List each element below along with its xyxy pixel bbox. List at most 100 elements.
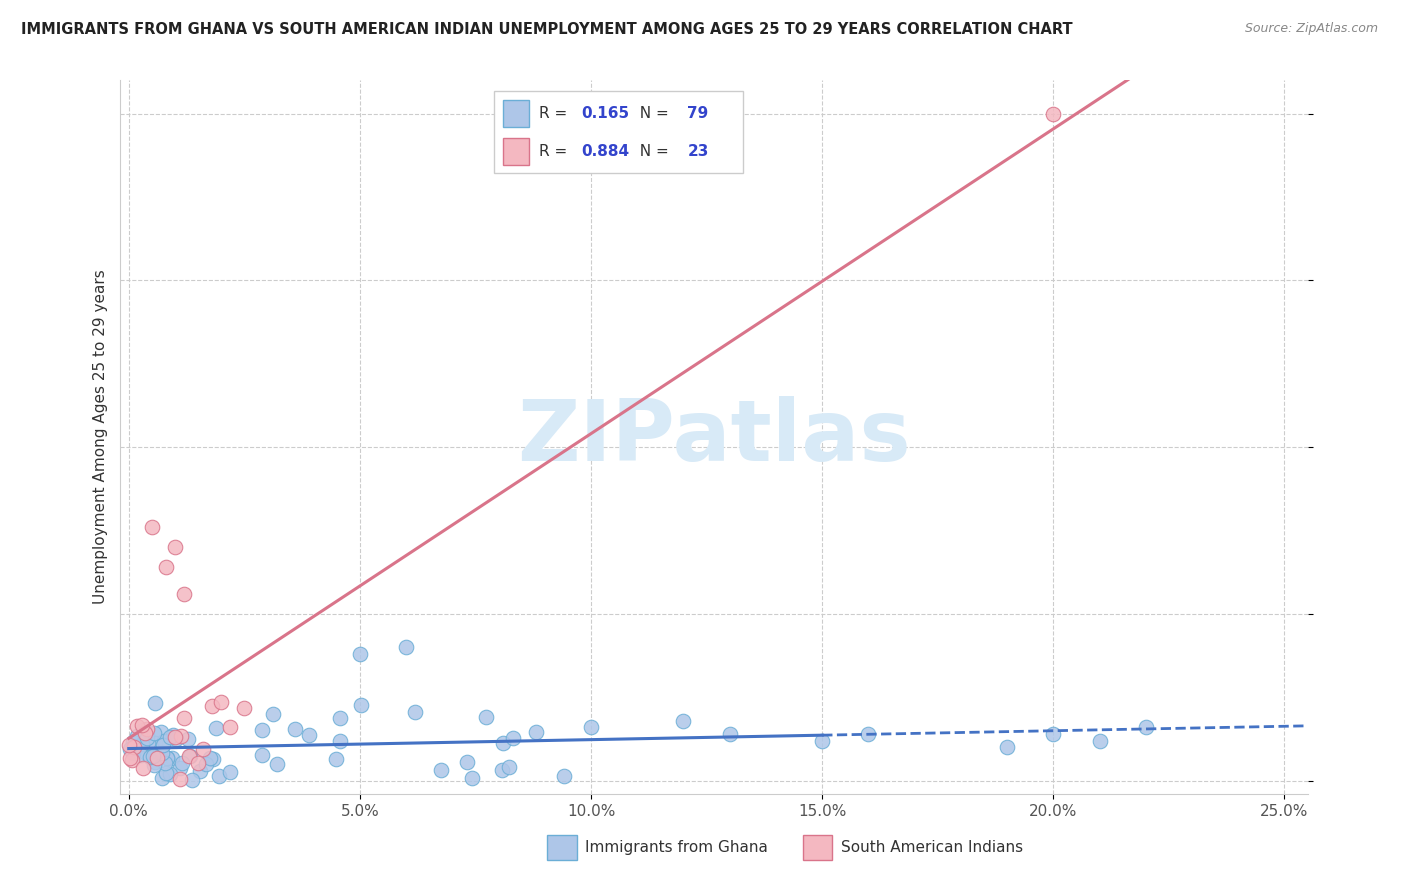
Point	[163, 730, 186, 744]
Point	[404, 705, 426, 719]
Point	[146, 751, 169, 765]
Text: 23: 23	[688, 145, 709, 159]
Point	[122, 740, 145, 755]
Point	[456, 755, 478, 769]
Point	[159, 766, 181, 780]
Point	[430, 763, 453, 777]
Point	[173, 587, 195, 601]
Point	[136, 736, 159, 750]
Point	[142, 748, 165, 763]
Point	[218, 764, 240, 779]
Point	[1135, 720, 1157, 734]
Point	[553, 769, 575, 783]
Point	[995, 740, 1018, 755]
Point	[143, 736, 166, 750]
Point	[284, 722, 307, 736]
Point	[460, 771, 482, 785]
Bar	[803, 835, 832, 860]
Point	[125, 729, 148, 743]
Point	[498, 760, 520, 774]
Point	[811, 733, 834, 747]
Point	[349, 647, 371, 661]
Text: N =: N =	[630, 106, 673, 121]
Point	[135, 731, 157, 745]
Text: 0.165: 0.165	[582, 106, 630, 121]
Point	[187, 756, 209, 770]
FancyBboxPatch shape	[494, 91, 744, 173]
Point	[208, 769, 231, 783]
Point	[121, 753, 143, 767]
Point	[152, 734, 174, 748]
Point	[579, 720, 602, 734]
Point	[143, 757, 166, 772]
Point	[159, 730, 181, 744]
Point	[1042, 727, 1064, 741]
Point	[219, 720, 242, 734]
Point	[155, 560, 177, 574]
Point	[134, 726, 156, 740]
Point	[350, 698, 373, 713]
Point	[250, 748, 273, 763]
Point	[170, 729, 193, 743]
Point	[718, 727, 741, 741]
Point	[131, 718, 153, 732]
Point	[502, 731, 524, 745]
Point	[266, 757, 288, 772]
Point	[131, 737, 153, 751]
Point	[150, 746, 173, 760]
Point	[152, 738, 174, 752]
Point	[132, 723, 155, 738]
Point	[179, 748, 201, 763]
Point	[858, 727, 880, 741]
Text: ZIPatlas: ZIPatlas	[516, 395, 911, 479]
Point	[165, 732, 187, 747]
Point	[298, 727, 321, 741]
Point	[122, 739, 145, 754]
Point	[177, 749, 200, 764]
Point	[233, 701, 256, 715]
Point	[143, 696, 166, 710]
Text: N =: N =	[630, 145, 673, 159]
Point	[118, 739, 141, 753]
Point	[1088, 733, 1111, 747]
Text: South American Indians: South American Indians	[841, 840, 1022, 855]
Point	[169, 761, 191, 775]
Point	[169, 772, 191, 786]
Point	[143, 726, 166, 740]
Text: R =: R =	[538, 145, 572, 159]
Text: R =: R =	[538, 106, 572, 121]
Point	[262, 707, 284, 722]
Bar	[547, 835, 576, 860]
Text: 0.884: 0.884	[582, 145, 630, 159]
Point	[143, 755, 166, 769]
Point	[201, 698, 224, 713]
Point	[191, 742, 214, 756]
Point	[138, 749, 160, 764]
Point	[329, 734, 352, 748]
Point	[201, 751, 224, 765]
Point	[672, 714, 695, 728]
Point	[131, 747, 153, 762]
Point	[132, 761, 155, 775]
Point	[329, 711, 352, 725]
Point	[162, 728, 184, 742]
Point	[188, 764, 211, 778]
Point	[150, 771, 173, 785]
Text: IMMIGRANTS FROM GHANA VS SOUTH AMERICAN INDIAN UNEMPLOYMENT AMONG AGES 25 TO 29 : IMMIGRANTS FROM GHANA VS SOUTH AMERICAN …	[21, 22, 1073, 37]
Point	[125, 719, 148, 733]
Point	[173, 711, 195, 725]
Point	[194, 757, 217, 772]
Y-axis label: Unemployment Among Ages 25 to 29 years: Unemployment Among Ages 25 to 29 years	[93, 269, 108, 605]
Text: Source: ZipAtlas.com: Source: ZipAtlas.com	[1244, 22, 1378, 36]
Point	[1042, 106, 1064, 120]
Point	[198, 751, 221, 765]
Text: 79: 79	[688, 106, 709, 121]
Point	[155, 766, 177, 780]
Text: Immigrants from Ghana: Immigrants from Ghana	[585, 840, 768, 855]
Point	[491, 764, 513, 778]
Point	[395, 640, 418, 655]
Point	[135, 746, 157, 760]
Point	[163, 540, 186, 554]
Point	[209, 695, 232, 709]
Point	[492, 736, 515, 750]
